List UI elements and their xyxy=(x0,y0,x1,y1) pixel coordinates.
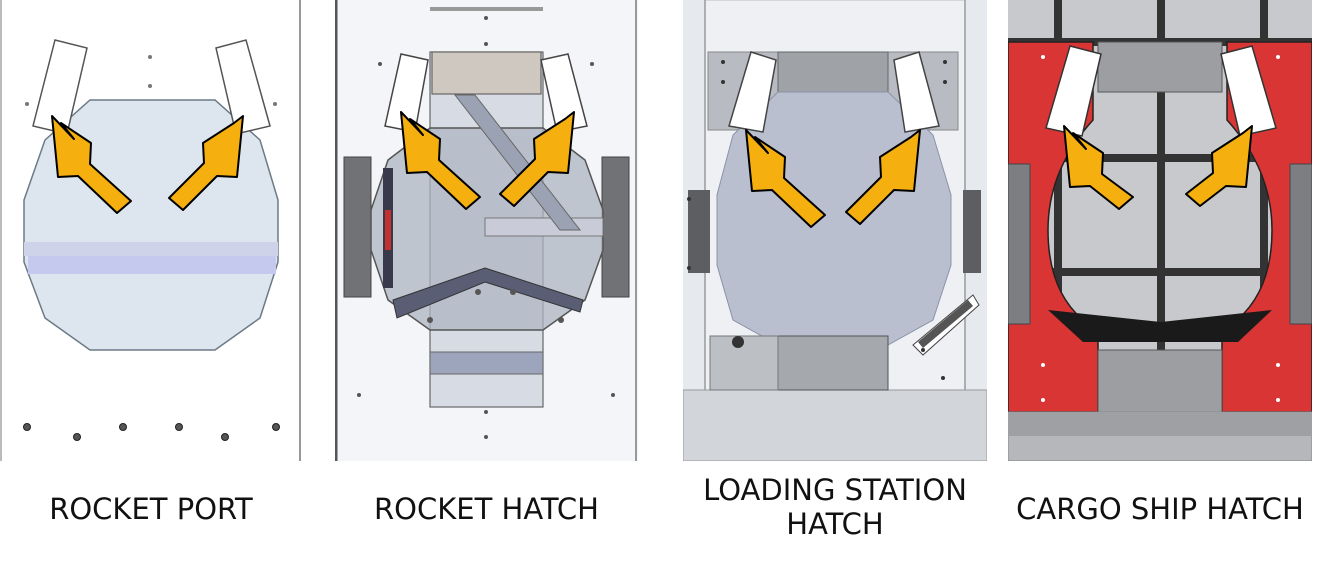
panel-cargo-ship-hatch xyxy=(1008,0,1312,461)
right-flap xyxy=(893,51,940,133)
mount-holes xyxy=(357,16,615,439)
bolt-row xyxy=(23,423,280,441)
rocket-hatch-image xyxy=(335,0,638,461)
caption-cargo-ship-hatch: CARGO SHIP HATCH xyxy=(1016,492,1304,526)
left-arrow xyxy=(745,129,826,228)
left-flap xyxy=(728,51,777,133)
right-arrow xyxy=(1185,125,1253,207)
panel-loading-station-hatch xyxy=(683,0,987,461)
caption-rocket-hatch: ROCKET HATCH xyxy=(374,492,599,526)
right-arrow xyxy=(499,111,575,207)
left-arrow xyxy=(400,111,481,210)
rocket-port-image xyxy=(0,0,302,461)
caption-rocket-port: ROCKET PORT xyxy=(49,492,253,526)
panel-rocket-port xyxy=(0,0,302,461)
left-flap xyxy=(1045,45,1102,137)
right-flap xyxy=(215,39,271,135)
right-arrow xyxy=(845,129,921,225)
loading-station-image xyxy=(683,0,987,461)
mount-holes xyxy=(687,60,947,380)
cargo-ship-image xyxy=(1008,0,1312,461)
right-flap xyxy=(540,53,588,133)
mount-holes xyxy=(1041,55,1280,402)
right-arrow xyxy=(168,115,244,211)
left-arrow xyxy=(1063,125,1134,210)
left-arrow xyxy=(51,115,132,214)
mount-holes xyxy=(25,55,277,106)
right-flap xyxy=(1220,45,1277,137)
panel-rocket-hatch xyxy=(335,0,638,461)
caption-loading-station-hatch: LOADING STATION HATCH xyxy=(703,473,967,541)
